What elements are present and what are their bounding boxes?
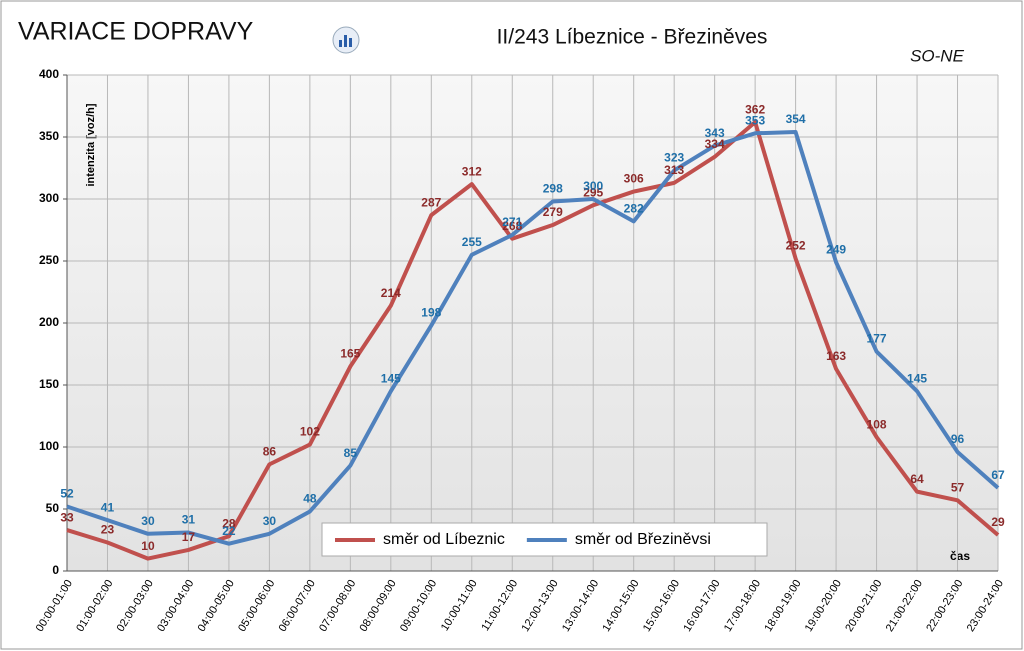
data-label: 298 xyxy=(543,182,563,196)
chart-subtitle: II/243 Líbeznice - Březiněves xyxy=(497,26,768,49)
y-tick-label: 250 xyxy=(39,253,59,267)
data-label: 23 xyxy=(101,523,115,537)
data-label: 354 xyxy=(786,112,806,126)
data-label: 343 xyxy=(705,126,725,140)
data-label: 22 xyxy=(222,524,236,538)
data-label: 198 xyxy=(421,306,441,320)
legend-label: směr od Březiněvsi xyxy=(575,531,711,548)
data-label: 323 xyxy=(664,151,684,165)
legend-box xyxy=(321,522,768,557)
logo-bar xyxy=(349,38,352,47)
data-label: 108 xyxy=(867,417,887,431)
data-label: 48 xyxy=(303,492,317,506)
data-label: 300 xyxy=(583,179,603,193)
data-label: 271 xyxy=(502,215,522,229)
data-label: 10 xyxy=(141,539,155,553)
logo-bar xyxy=(344,35,347,47)
data-label: 287 xyxy=(421,195,441,209)
data-label: 214 xyxy=(381,286,401,300)
series-line xyxy=(66,120,1000,561)
data-label: 282 xyxy=(624,201,644,215)
data-label: 353 xyxy=(745,113,765,127)
data-label: 31 xyxy=(182,513,196,527)
data-label: 28 xyxy=(222,516,236,530)
data-label: 86 xyxy=(263,445,277,459)
y-tick-label: 0 xyxy=(52,563,59,577)
data-label: 17 xyxy=(182,530,196,544)
data-label: 29 xyxy=(991,515,1005,529)
y-tick-label: 300 xyxy=(39,191,59,205)
data-label: 57 xyxy=(951,480,965,494)
data-label: 67 xyxy=(991,468,1005,482)
data-label: 102 xyxy=(300,425,320,439)
data-label: 41 xyxy=(101,500,115,514)
data-label: 30 xyxy=(141,514,155,528)
data-label: 85 xyxy=(344,446,358,460)
y-tick-label: 150 xyxy=(39,377,59,391)
data-label: 313 xyxy=(664,163,684,177)
data-label: 52 xyxy=(60,487,74,501)
data-label: 312 xyxy=(462,164,482,178)
series-line xyxy=(66,130,1000,546)
data-label: 30 xyxy=(263,514,277,528)
x-axis-label: čas xyxy=(950,549,970,563)
data-label: 96 xyxy=(951,432,965,446)
data-label: 279 xyxy=(543,205,563,219)
data-label: 249 xyxy=(826,242,846,256)
y-tick-label: 200 xyxy=(39,315,59,329)
data-label: 177 xyxy=(867,332,887,346)
y-axis-label: intenzita [voz/h] xyxy=(85,103,97,186)
y-tick-label: 400 xyxy=(39,67,59,81)
data-label: 163 xyxy=(826,349,846,363)
data-label: 145 xyxy=(907,371,927,385)
data-label: 64 xyxy=(910,472,924,486)
logo-bar xyxy=(339,40,342,47)
chart-title: VARIACE DOPRAVY xyxy=(18,18,254,46)
data-label: 33 xyxy=(60,510,74,524)
data-label: 145 xyxy=(381,371,401,385)
y-tick-label: 50 xyxy=(46,501,60,515)
data-label: 306 xyxy=(624,172,644,186)
data-label: 255 xyxy=(462,235,482,249)
data-label: 334 xyxy=(705,137,725,151)
data-label: 165 xyxy=(340,347,360,361)
data-label: 362 xyxy=(745,102,765,116)
y-tick-label: 100 xyxy=(39,439,59,453)
legend-label: směr od Líbeznic xyxy=(383,531,505,548)
data-label: 295 xyxy=(583,185,603,199)
data-label: 268 xyxy=(502,219,522,233)
data-label: 252 xyxy=(786,239,806,253)
period-note: SO-NE xyxy=(910,46,965,65)
y-tick-label: 350 xyxy=(39,129,59,143)
